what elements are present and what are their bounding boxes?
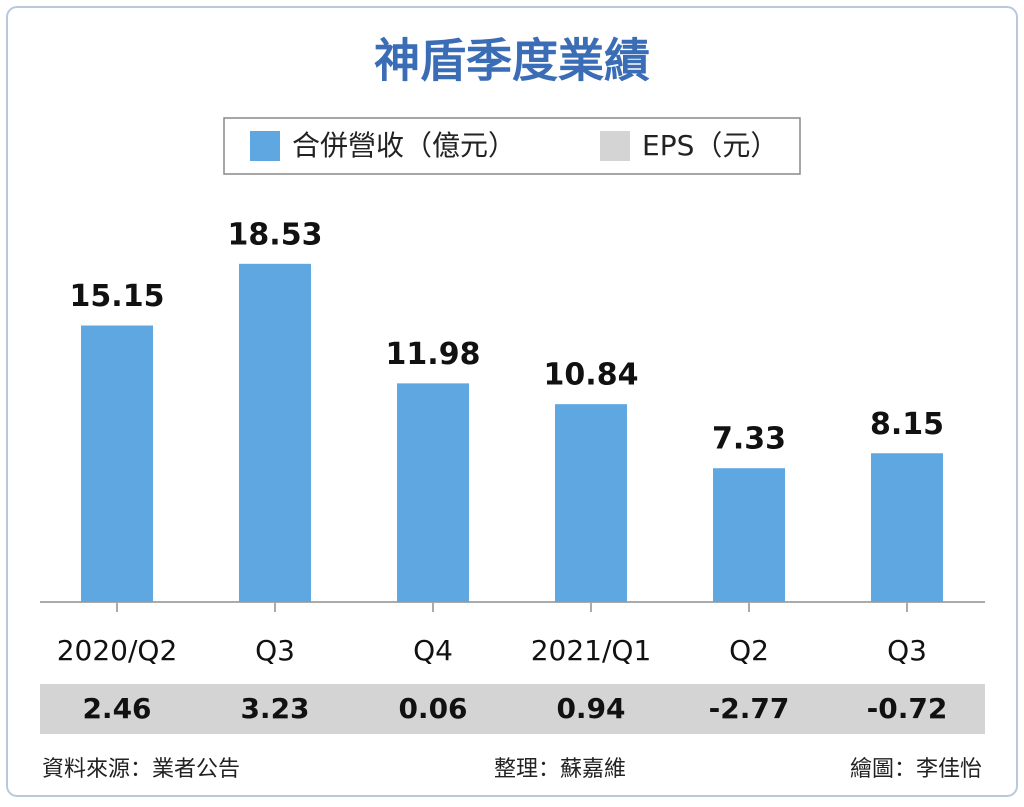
data-label: 18.53 xyxy=(228,217,323,252)
bar xyxy=(397,383,469,602)
footer-artist: 繪圖：李佳怡 xyxy=(850,757,982,782)
data-label: 7.33 xyxy=(712,422,786,457)
bar xyxy=(239,263,311,602)
data-label: 11.98 xyxy=(386,337,481,372)
x-tick-label: Q3 xyxy=(887,634,927,667)
legend-label: EPS（元） xyxy=(642,129,778,162)
x-tick-label: Q2 xyxy=(729,634,769,667)
x-tick-label: 2021/Q1 xyxy=(531,634,652,667)
footer-editor: 整理：蘇嘉維 xyxy=(494,757,626,782)
x-tick-label: Q3 xyxy=(255,634,295,667)
eps-value: -2.77 xyxy=(709,692,790,725)
eps-value: -0.72 xyxy=(867,692,948,725)
legend-label: 合併營收（億元） xyxy=(292,129,516,162)
eps-value: 0.94 xyxy=(556,692,625,725)
bar xyxy=(713,468,785,602)
data-label: 10.84 xyxy=(544,358,639,393)
data-label: 8.15 xyxy=(870,407,944,442)
eps-band xyxy=(40,684,985,734)
bar xyxy=(81,325,153,602)
x-tick-label: Q4 xyxy=(413,634,453,667)
legend-swatch xyxy=(600,131,630,161)
bar xyxy=(871,453,943,602)
eps-value: 3.23 xyxy=(240,692,309,725)
legend-swatch xyxy=(250,131,280,161)
footer-source: 資料來源：業者公告 xyxy=(42,757,240,782)
data-label: 15.15 xyxy=(70,279,165,314)
eps-value: 0.06 xyxy=(398,692,467,725)
x-tick-label: 2020/Q2 xyxy=(57,634,178,667)
eps-value: 2.46 xyxy=(82,692,151,725)
chart-title: 神盾季度業績 xyxy=(374,34,650,88)
bar xyxy=(555,404,627,602)
legend-box xyxy=(223,117,801,175)
